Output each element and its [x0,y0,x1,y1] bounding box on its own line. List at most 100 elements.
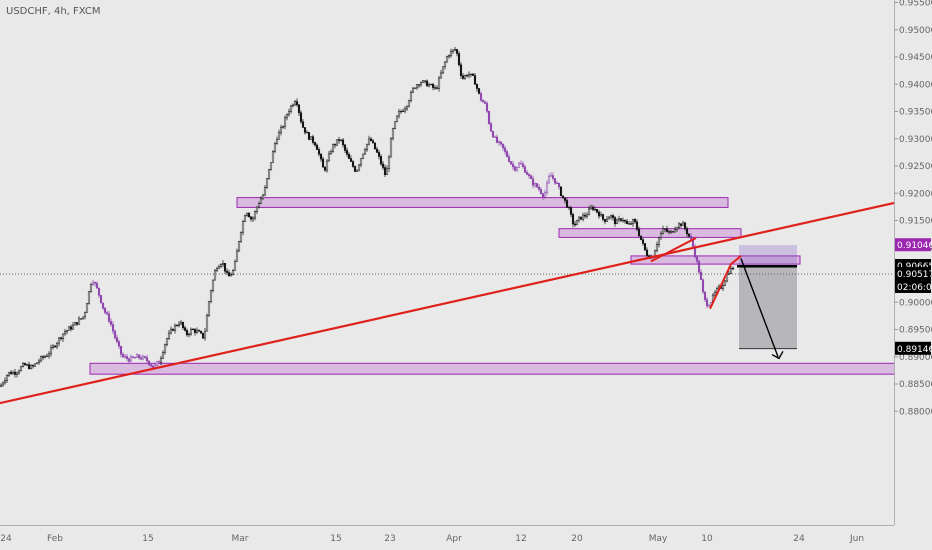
candle-body [435,87,439,89]
candle-body [279,127,283,133]
candle-body [143,356,147,358]
candle-body [347,153,351,159]
candle-body [79,318,83,320]
candle-body [349,158,353,162]
candle-body [241,221,245,233]
candle-body [205,315,209,332]
sr-zone [558,228,742,238]
candle-body [505,151,509,157]
candle-body [293,101,297,106]
candle-body [429,83,433,86]
candle-body [255,206,259,212]
candle-body [521,163,525,167]
x-tick-label: 20 [571,534,583,544]
candle-body [161,351,165,359]
candle-body [41,356,45,358]
candle-body [601,214,605,220]
candle-body [511,163,515,168]
candle-body [675,227,679,230]
candle-body [361,153,365,159]
candle-body [427,84,431,87]
stop-zone [739,245,797,267]
candle-body [617,218,621,221]
candle-body [455,49,459,54]
candle-body [575,219,579,226]
candle-body [335,139,339,146]
candle-body [3,380,7,384]
candle-body [221,263,225,265]
candle-body [119,345,123,355]
candle-body [625,220,629,225]
candle-body [705,299,709,307]
x-tick-label: 24 [0,534,12,544]
candle-body [225,270,229,273]
candle-body [659,233,663,238]
candle-body [437,77,441,89]
candle-body [133,357,137,359]
candle-body [391,128,395,139]
candle-body [313,142,317,146]
x-tick-label: 24 [793,534,805,544]
candle-body [425,80,429,87]
candle-body [53,345,57,348]
candle-body [183,327,187,331]
candle-body [23,363,27,366]
candle-body [409,91,413,102]
candle-body [5,374,9,381]
candle-body [245,212,249,216]
candle-body [423,80,427,82]
candle-body [359,158,363,166]
candle-body [315,144,319,150]
candle-body [275,139,279,144]
candle-body [583,214,587,217]
candle-body [581,214,585,220]
candle-body [569,207,573,215]
candle-body [71,324,75,330]
candle-body [263,187,267,196]
red-wedge-line [650,237,697,263]
candle-body [689,235,693,240]
candle-body [179,321,183,325]
candle-body [457,53,461,66]
candle-body [599,214,603,217]
candle-body [383,167,387,175]
candle-body [17,370,21,374]
candle-body [529,175,533,179]
candle-body [147,360,151,365]
candle-body [309,136,313,140]
candle-body [355,169,359,172]
candle-body [677,223,681,228]
candle-body [395,115,399,122]
candle-body [215,268,219,271]
candle-body [323,166,327,171]
candle-body [305,132,309,134]
projection-down [740,258,779,357]
candle-body [327,153,331,162]
candle-body [19,366,23,372]
candle-body [497,141,501,143]
candle-body [333,144,337,146]
candle-body [517,163,521,168]
candle-body [289,105,293,112]
candle-body [35,362,39,365]
candle-body [367,138,371,145]
candle-body [481,100,485,103]
candle-body [63,331,67,335]
candle-body [117,341,121,347]
candle-body [531,178,535,186]
candle-body [257,203,261,208]
short-position-box[interactable] [737,245,797,350]
candle-body [339,139,343,141]
candle-body [203,330,207,339]
candle-body [449,50,453,56]
candle-body [399,111,403,113]
x-tick-label: 15 [142,534,153,544]
candle-body [571,214,575,225]
candle-body [385,168,389,175]
time-axis[interactable]: 24 Feb 15 Mar 15 23 Apr 12 20 May 10 24 Jun [0,525,894,545]
candle-body [281,126,285,128]
